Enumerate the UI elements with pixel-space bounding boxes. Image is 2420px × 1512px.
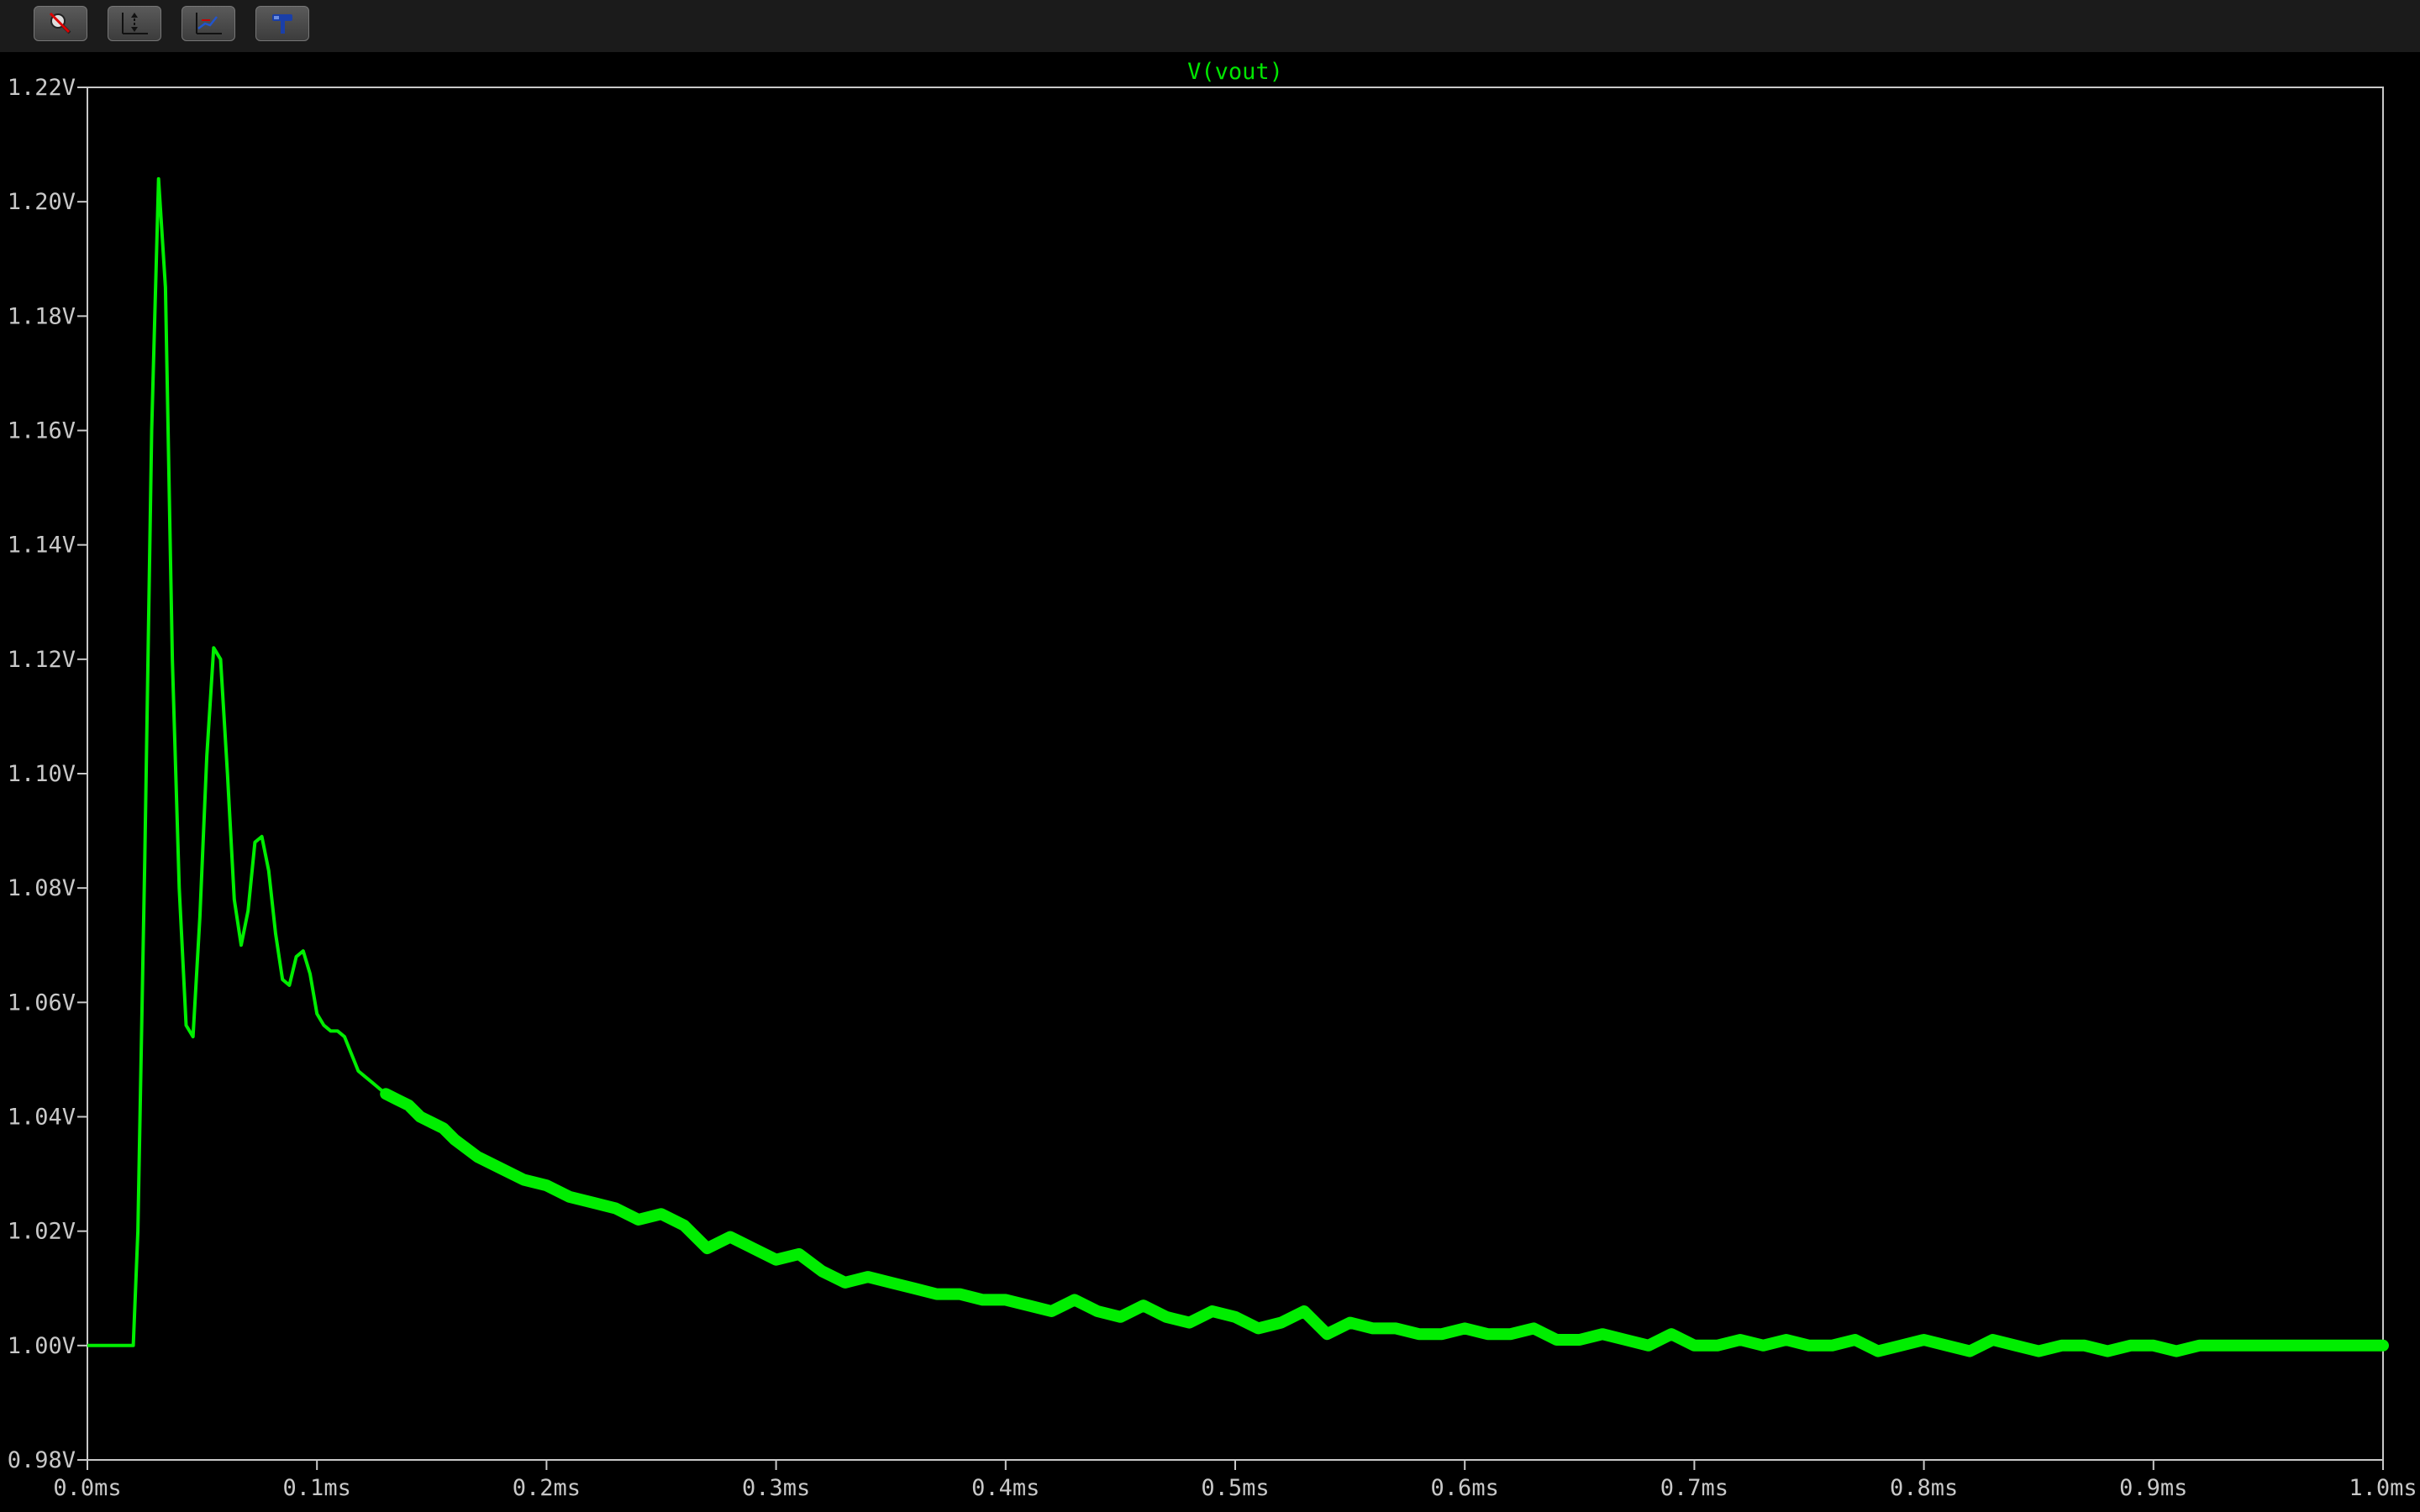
y-tick-label: 1.08V xyxy=(8,875,76,901)
autorange-y-icon xyxy=(122,13,148,34)
y-tick-label: 0.98V xyxy=(8,1447,76,1473)
autorange-x-icon xyxy=(196,13,222,34)
waveform-plot[interactable]: V(vout) 0.0ms 0.1ms 0.2ms 0.3ms 0.4ms 0.5ms 0.… xyxy=(0,52,2420,1512)
toolbar xyxy=(0,0,2420,53)
y-tick-label: 1.18V xyxy=(8,303,76,329)
x-tick-label: 0.3ms xyxy=(742,1475,810,1501)
series-ripple-band-vout xyxy=(380,1088,2389,1357)
y-tick-label: 1.20V xyxy=(8,189,76,215)
x-tick-label: 0.2ms xyxy=(513,1475,581,1501)
autorange-x-button[interactable] xyxy=(182,6,235,41)
traces xyxy=(87,176,2389,1357)
x-tick-label: 0.8ms xyxy=(1890,1475,1958,1501)
probe-button[interactable] xyxy=(255,6,309,41)
x-tick-label: 0.9ms xyxy=(2119,1475,2187,1501)
hammer-probe-icon xyxy=(272,14,292,34)
y-tick-label: 1.04V xyxy=(8,1105,76,1131)
y-tick-label: 1.00V xyxy=(8,1333,76,1359)
plot-background xyxy=(0,52,2420,1512)
autorange-y-button[interactable] xyxy=(108,6,161,41)
x-tick-label: 0.0ms xyxy=(53,1475,121,1501)
x-axis: 0.0ms 0.1ms 0.2ms 0.3ms 0.4ms 0.5ms 0.6ms 0.7ms… xyxy=(53,1460,2417,1501)
x-tick-label: 0.7ms xyxy=(1660,1475,1728,1501)
x-tick-label: 0.4ms xyxy=(971,1475,1039,1501)
zoom-cancel-button[interactable] xyxy=(34,6,87,41)
x-tick-label: 0.1ms xyxy=(283,1475,351,1501)
y-tick-label: 1.14V xyxy=(8,533,76,559)
magnifier-cancel-icon xyxy=(49,12,71,34)
y-tick-label: 1.10V xyxy=(8,761,76,787)
x-tick-label: 1.0ms xyxy=(2349,1475,2417,1501)
y-tick-label: 1.02V xyxy=(8,1219,76,1245)
y-tick-label: 1.06V xyxy=(8,990,76,1016)
y-tick-label: 1.16V xyxy=(8,418,76,444)
y-tick-label: 1.22V xyxy=(8,75,76,101)
trace-title[interactable]: V(vout) xyxy=(1187,59,1283,85)
x-tick-label: 0.6ms xyxy=(1431,1475,1499,1501)
y-tick-label: 1.12V xyxy=(8,647,76,673)
x-tick-label: 0.5ms xyxy=(1201,1475,1269,1501)
y-axis: 0.98V 1.00V 1.02V 1.04V 1.06V 1.08V 1.10V 1.12V… xyxy=(8,75,87,1473)
